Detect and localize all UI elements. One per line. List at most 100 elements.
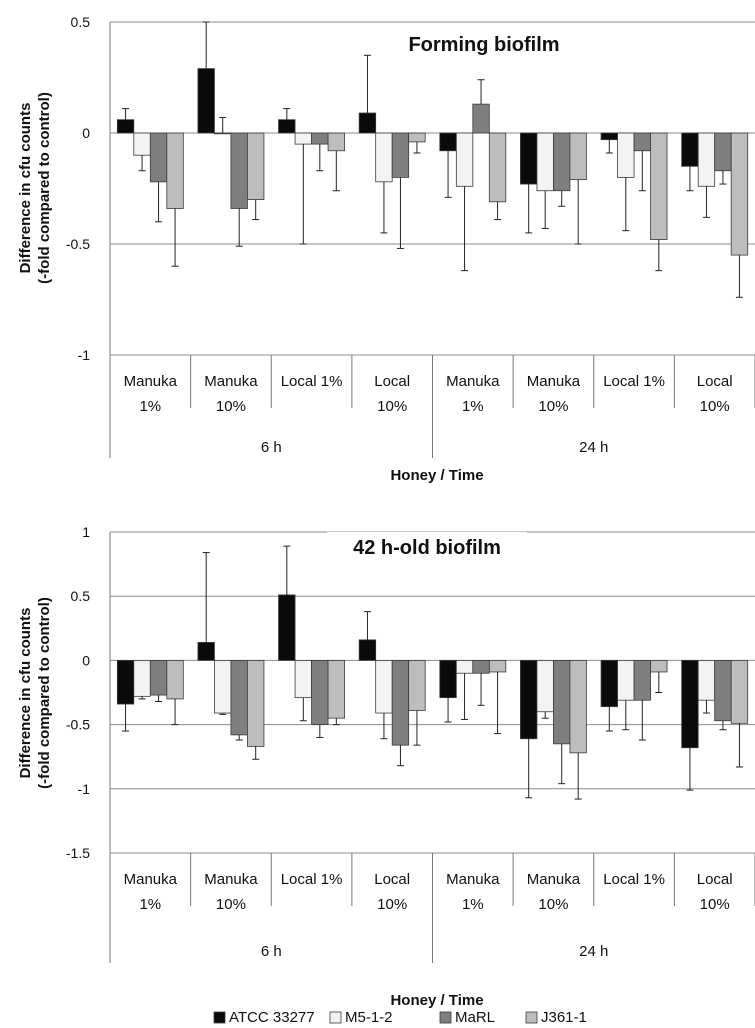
bar xyxy=(600,132,618,141)
bar xyxy=(391,132,410,178)
bar xyxy=(327,660,345,719)
bar xyxy=(294,132,312,145)
x-tick-label: Local xyxy=(697,871,733,888)
y-axis-title: Difference in cfu counts xyxy=(17,608,34,779)
chart-forming-biofilm: 0.5 0 -0.5 -1 Manuka 1% Manuka 10% Local 1% Local… xyxy=(17,14,755,484)
x-tick-label: Manuka xyxy=(124,373,178,390)
legend-swatch xyxy=(213,1011,226,1024)
x-tick-label: Manuka xyxy=(527,871,581,888)
bar xyxy=(197,68,215,134)
y-tick-label: -1.5 xyxy=(66,845,90,861)
bar xyxy=(681,132,699,167)
bar xyxy=(439,660,457,699)
bar xyxy=(488,132,507,203)
bar xyxy=(375,660,393,714)
bar xyxy=(730,660,749,724)
chart-title: Forming biofilm xyxy=(408,34,559,56)
x-tick-label: Manuka xyxy=(446,373,500,390)
x-axis-title: Honey / Time xyxy=(390,992,483,1009)
x-tick-label: 10% xyxy=(538,896,568,913)
chart-42h-old-biofilm: 1 0.5 0 -0.5 -1 -1.5 Manuka 1% Manuka 10% Local 1%… xyxy=(17,524,755,1009)
bar xyxy=(617,132,635,178)
bar xyxy=(133,132,151,156)
bar xyxy=(697,660,716,701)
bar xyxy=(472,660,490,674)
bar xyxy=(633,660,651,701)
bar xyxy=(553,660,571,745)
bar xyxy=(408,660,426,711)
x-tick-label: Local 1% xyxy=(603,871,665,888)
bar xyxy=(327,132,345,152)
x-tick-label: 10% xyxy=(216,896,246,913)
bar xyxy=(650,660,668,673)
bar xyxy=(294,660,312,699)
bar xyxy=(536,660,554,713)
x-tick-label: Local 1% xyxy=(281,373,343,390)
y-tick-label: -0.5 xyxy=(66,236,90,252)
x-tick-label: 1% xyxy=(462,896,484,913)
y-tick-label: 0.5 xyxy=(71,588,91,604)
legend-swatch xyxy=(439,1011,452,1024)
group-label: 6 h xyxy=(261,943,282,960)
bar xyxy=(520,132,538,185)
bar xyxy=(358,112,377,134)
bar xyxy=(358,639,377,661)
bar xyxy=(116,660,135,705)
x-tick-label: 1% xyxy=(139,398,161,415)
y-tick-label: 0.5 xyxy=(71,14,91,30)
y-tick-label: -0.5 xyxy=(66,717,90,733)
bar xyxy=(536,132,554,192)
bar xyxy=(633,132,651,152)
bar xyxy=(697,132,716,187)
legend-label: ATCC 33277 xyxy=(229,1009,315,1026)
y-tick-label: -1 xyxy=(78,347,91,363)
x-tick-label: 10% xyxy=(700,398,730,415)
x-tick-label: Manuka xyxy=(527,373,581,390)
x-tick-label: Local xyxy=(374,373,410,390)
x-tick-label: 10% xyxy=(700,896,730,913)
bar xyxy=(681,660,699,749)
bar xyxy=(488,660,507,673)
x-tick-label: 10% xyxy=(377,398,407,415)
bar xyxy=(455,660,474,674)
x-tick-label: Manuka xyxy=(204,373,258,390)
bar xyxy=(730,132,749,256)
x-tick-label: Local xyxy=(374,871,410,888)
bar xyxy=(197,642,215,661)
legend-swatch xyxy=(329,1011,342,1024)
bar xyxy=(247,660,265,747)
bar xyxy=(311,660,329,726)
group-label: 24 h xyxy=(579,943,608,960)
bar xyxy=(230,132,248,209)
bar xyxy=(472,103,490,134)
x-tick-label: Local xyxy=(697,373,733,390)
bar xyxy=(520,660,538,740)
bar xyxy=(714,660,732,722)
bar xyxy=(311,132,329,145)
x-tick-label: Manuka xyxy=(124,871,178,888)
bar xyxy=(650,132,668,240)
legend-swatch xyxy=(525,1011,538,1024)
legend-label: MaRL xyxy=(455,1009,495,1026)
bar xyxy=(149,660,168,696)
y-tick-label: 1 xyxy=(82,524,90,540)
group-label: 6 h xyxy=(261,439,282,456)
y-tick-label: -1 xyxy=(78,781,91,797)
bar xyxy=(247,132,265,200)
y-tick-label: 0 xyxy=(82,125,90,141)
x-tick-label: 10% xyxy=(377,896,407,913)
x-axis-title: Honey / Time xyxy=(390,467,483,484)
x-tick-label: Local 1% xyxy=(603,373,665,390)
bar xyxy=(455,132,474,187)
bar xyxy=(166,660,184,700)
bar xyxy=(408,132,426,143)
bar xyxy=(569,660,587,754)
legend-label: M5-1-2 xyxy=(345,1009,393,1026)
x-tick-label: Local 1% xyxy=(281,871,343,888)
bar xyxy=(214,660,232,714)
group-label: 24 h xyxy=(579,439,608,456)
bar xyxy=(166,132,184,209)
y-tick-label: 0 xyxy=(82,652,90,668)
bar xyxy=(714,132,732,172)
